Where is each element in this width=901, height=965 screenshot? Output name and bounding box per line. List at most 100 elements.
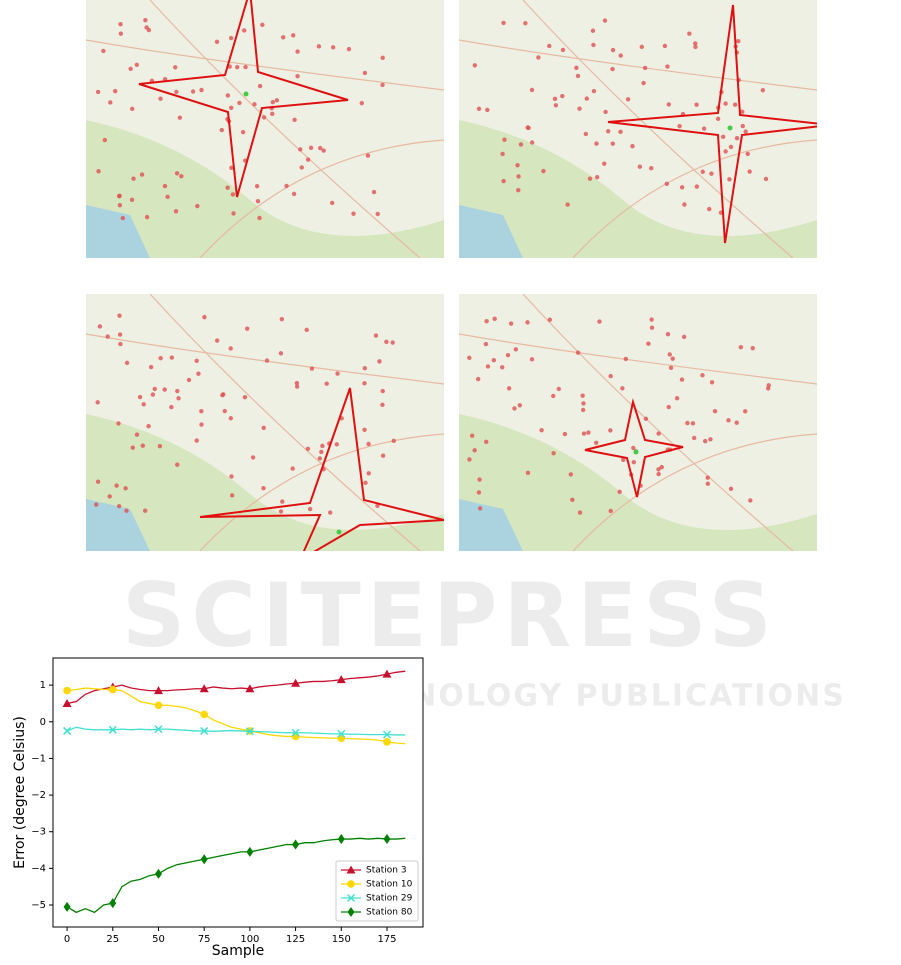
station-dot	[334, 442, 339, 447]
station-dot	[581, 431, 587, 436]
station-dot	[610, 66, 615, 72]
station-dot	[199, 87, 204, 93]
station-dot	[146, 423, 151, 429]
station-dot	[541, 168, 546, 174]
station-dot	[130, 445, 135, 450]
station-dot	[165, 194, 170, 200]
station-dot	[391, 438, 396, 443]
y-tick-label: −2	[31, 790, 46, 801]
station-dot	[101, 48, 106, 54]
marker	[63, 901, 71, 912]
station-dot	[365, 153, 371, 158]
station-dot	[726, 418, 731, 423]
station-dot	[362, 70, 368, 76]
station-dot	[491, 358, 497, 363]
station-dot	[199, 408, 204, 414]
station-dot	[264, 358, 270, 363]
station-dot	[539, 428, 544, 433]
station-dot	[366, 471, 371, 476]
station-dot	[117, 332, 123, 337]
station-dot	[740, 109, 745, 115]
station-dot	[553, 103, 559, 108]
station-dot	[679, 185, 685, 190]
station-dot	[229, 105, 234, 111]
map	[459, 294, 817, 551]
station-dot	[591, 42, 596, 48]
station-dot	[124, 508, 129, 513]
marker	[200, 854, 208, 865]
station-dot	[560, 93, 565, 99]
station-dot	[308, 145, 314, 151]
station-dot	[363, 480, 368, 486]
station-dot	[229, 493, 235, 498]
station-dot	[665, 332, 671, 337]
station-dot	[137, 394, 143, 400]
station-dot	[240, 129, 246, 135]
station-dot	[380, 388, 385, 394]
station-dot	[580, 393, 585, 398]
station-dot	[750, 346, 755, 351]
station-dot	[95, 479, 101, 484]
legend-box	[335, 860, 419, 922]
station-dot	[659, 464, 664, 470]
station-dot	[174, 89, 179, 95]
station-dot	[736, 39, 741, 44]
marker	[382, 730, 392, 739]
station-dot	[194, 438, 199, 443]
station-dot	[587, 176, 593, 181]
marker	[245, 684, 255, 693]
station-dot	[257, 83, 263, 89]
legend-label: Station 10	[366, 880, 413, 890]
station-dot	[261, 485, 266, 491]
station-dot	[525, 470, 531, 475]
station-dot	[290, 466, 295, 471]
station-dot	[128, 66, 133, 71]
station-dot	[362, 365, 368, 371]
station-dot	[606, 129, 611, 134]
station-dot	[93, 502, 99, 507]
station-dot	[562, 431, 568, 437]
station-dot	[484, 439, 489, 445]
station-dot	[134, 432, 140, 437]
station-dot	[108, 100, 113, 105]
station-dot	[674, 396, 680, 401]
station-dot	[512, 406, 517, 411]
station-dot	[656, 471, 661, 477]
station-dot	[320, 443, 325, 449]
marker	[245, 727, 254, 736]
y-tick-label: 0	[40, 717, 46, 728]
station-dot	[485, 107, 490, 113]
marker	[63, 726, 72, 735]
station-dot	[157, 443, 163, 449]
station-dot	[102, 137, 108, 143]
station-dot	[202, 314, 207, 320]
marker	[154, 868, 162, 879]
station-dot	[483, 341, 489, 347]
station-dot	[280, 499, 285, 504]
station-dot	[243, 64, 248, 70]
station-dot	[625, 97, 631, 102]
station-dot	[485, 364, 491, 369]
station-dot	[148, 364, 154, 370]
station-dot	[518, 142, 524, 147]
station-dot	[222, 408, 228, 414]
station-dot	[231, 211, 236, 216]
marker	[347, 907, 355, 917]
station-dot	[124, 360, 130, 366]
marker	[291, 678, 301, 687]
station-dot	[219, 127, 224, 133]
marker	[383, 834, 391, 845]
station-dot	[270, 111, 275, 117]
station-dot	[693, 44, 698, 50]
station-dot	[763, 176, 769, 182]
station-dot	[225, 93, 231, 98]
y-tick-label: −5	[31, 900, 46, 911]
station-dot	[679, 377, 685, 382]
station-dot	[380, 453, 386, 458]
station-dot	[702, 438, 708, 444]
station-dot	[97, 324, 103, 329]
station-dot	[467, 457, 472, 462]
station-dot	[362, 427, 367, 433]
station-dot	[169, 355, 175, 360]
